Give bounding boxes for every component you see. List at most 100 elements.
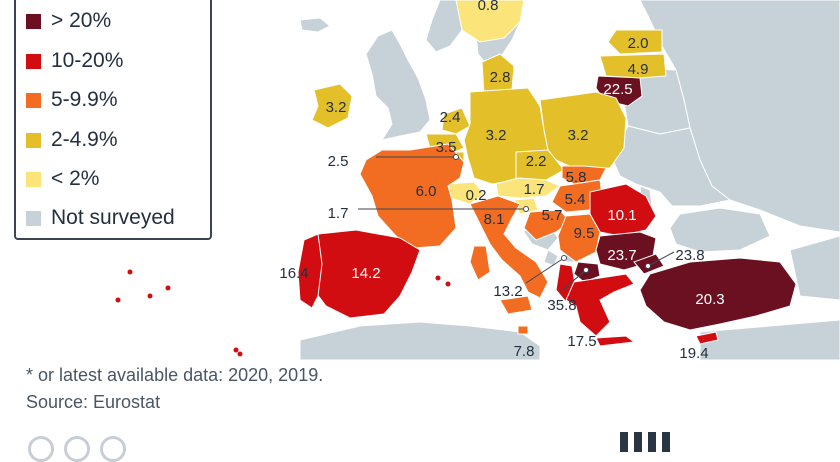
cyprus-shape bbox=[695, 331, 719, 345]
poland-shape bbox=[539, 91, 627, 171]
austria-value-label: 1.7 bbox=[524, 181, 545, 198]
portugal-value-label: 16.4 bbox=[279, 265, 308, 282]
france-value-label: 6.0 bbox=[416, 183, 437, 200]
turkey-shape bbox=[639, 257, 797, 331]
share-circle-icon bbox=[64, 436, 90, 462]
finland-value-label: 0.8 bbox=[478, 0, 499, 14]
island-shape bbox=[233, 347, 239, 353]
share-circle-icon bbox=[28, 436, 54, 462]
legend-item-10-20: 10-20% bbox=[26, 48, 123, 74]
island-shape bbox=[165, 285, 171, 291]
malta-shape bbox=[517, 325, 529, 335]
luxembourg-marker bbox=[453, 154, 459, 160]
footnote: * or latest available data: 2020, 2019. bbox=[26, 365, 324, 385]
legend-item-2-4-9: 2-4.9% bbox=[26, 127, 118, 153]
slovakia-value-label: 5.8 bbox=[566, 169, 587, 186]
spain-value-label: 14.2 bbox=[351, 265, 380, 282]
legend-swatch bbox=[26, 53, 41, 69]
share-buttons bbox=[28, 436, 126, 462]
legend-item-under-2: < 2% bbox=[26, 166, 99, 192]
romania-value-label: 10.1 bbox=[607, 207, 636, 224]
finland-shape bbox=[455, 0, 525, 43]
slovenia-value-label: 1.7 bbox=[328, 205, 349, 222]
czechia-value-label: 2.2 bbox=[526, 153, 547, 170]
legend-item-over-20: > 20% bbox=[26, 8, 111, 34]
greece-shape bbox=[565, 273, 635, 337]
europe-map: 0.8 2.0 4.9 22.5 3.2 2.8 2.4 3.5 2.5 3.2 3.2 2.2 5.8… bbox=[115, 0, 840, 362]
luxembourg-value-label: 2.5 bbox=[328, 153, 349, 170]
ireland-value-label: 3.2 bbox=[326, 99, 347, 116]
source-note: Source: Eurostat bbox=[26, 392, 161, 412]
malta-value-label: 7.8 bbox=[514, 343, 535, 360]
poland-value-label: 3.2 bbox=[568, 127, 589, 144]
austria-shape bbox=[495, 177, 562, 199]
croatia-value-label: 5.7 bbox=[542, 207, 563, 224]
north-macedonia-value-label: 35.8 bbox=[547, 297, 576, 314]
netherlands-value-label: 2.4 bbox=[440, 109, 461, 126]
lithuania-value-label: 22.5 bbox=[603, 81, 632, 98]
legend-swatch bbox=[26, 171, 41, 187]
caucasus-shape bbox=[789, 235, 840, 301]
estonia-value-label: 2.0 bbox=[628, 35, 649, 52]
uk-shape bbox=[365, 29, 431, 141]
sicily-shape bbox=[499, 295, 533, 315]
crete-shape bbox=[595, 335, 636, 347]
legend-swatch bbox=[26, 132, 41, 148]
island-shape bbox=[115, 297, 121, 303]
island-shape bbox=[237, 351, 243, 357]
ukraine-shape bbox=[611, 125, 732, 207]
france-shape bbox=[359, 143, 465, 249]
legend-swatch bbox=[26, 92, 41, 108]
island-shape bbox=[445, 281, 451, 287]
serbia-value-label: 9.5 bbox=[574, 225, 595, 242]
north-macedonia-marker bbox=[583, 267, 589, 273]
turkey-europe-leader-line bbox=[647, 251, 675, 267]
legend-swatch bbox=[26, 13, 41, 29]
greece-value-label: 17.5 bbox=[567, 333, 596, 350]
share-circle-icon bbox=[100, 436, 126, 462]
notes: * or latest available data: 2020, 2019. … bbox=[26, 362, 323, 416]
legend-item-5-9-9: 5-9.9% bbox=[26, 87, 118, 113]
sardinia-shape bbox=[469, 245, 491, 281]
latvia-value-label: 4.9 bbox=[628, 61, 649, 78]
legend-label: < 2% bbox=[51, 167, 100, 190]
netherlands-shape bbox=[441, 107, 471, 135]
ireland-shape bbox=[311, 83, 353, 129]
germany-value-label: 3.2 bbox=[486, 127, 507, 144]
slovenia-marker bbox=[523, 206, 529, 212]
denmark-value-label: 2.8 bbox=[490, 69, 511, 86]
legend-item-not-surveyed: Not surveyed bbox=[26, 205, 175, 231]
serbia-shape bbox=[557, 213, 601, 263]
island-shape bbox=[147, 293, 153, 299]
black-sea-shape bbox=[669, 207, 771, 253]
legend: > 20% 10-20% 5-9.9% 2-4.9% < 2% Not surv… bbox=[14, 0, 212, 240]
bulgaria-value-label: 23.7 bbox=[607, 247, 636, 264]
island-shape bbox=[127, 269, 133, 275]
italy-value-label: 8.1 bbox=[484, 211, 505, 228]
turkey-europe-value-label: 23.8 bbox=[675, 247, 704, 264]
croatia-shape bbox=[523, 209, 571, 241]
island-shape bbox=[435, 275, 441, 281]
portugal-shape bbox=[297, 233, 323, 309]
albania-value-label: 13.2 bbox=[493, 283, 522, 300]
legend-label: 10-20% bbox=[51, 49, 124, 72]
belgium-value-label: 3.5 bbox=[436, 139, 457, 156]
legend-swatch bbox=[26, 210, 41, 226]
hungary-value-label: 5.4 bbox=[565, 191, 586, 208]
latvia-shape bbox=[599, 53, 667, 79]
turkey-value-label: 20.3 bbox=[695, 291, 724, 308]
legend-label: > 20% bbox=[51, 9, 112, 32]
cyprus-value-label: 19.4 bbox=[679, 345, 708, 362]
montenegro-shape bbox=[543, 249, 559, 267]
albania-marker bbox=[561, 255, 567, 261]
north-macedonia-leader-line bbox=[559, 269, 587, 293]
albania-leader-line bbox=[525, 257, 565, 284]
east-med-shape bbox=[699, 319, 840, 361]
legend-label: Not surveyed bbox=[51, 206, 175, 229]
spain-shape bbox=[313, 229, 421, 319]
brand-logo bbox=[620, 432, 670, 452]
turkey-europe-marker bbox=[645, 263, 651, 269]
switzerland-value-label: 0.2 bbox=[466, 187, 487, 204]
estonia-shape bbox=[607, 29, 663, 55]
legend-label: 5-9.9% bbox=[51, 88, 118, 111]
